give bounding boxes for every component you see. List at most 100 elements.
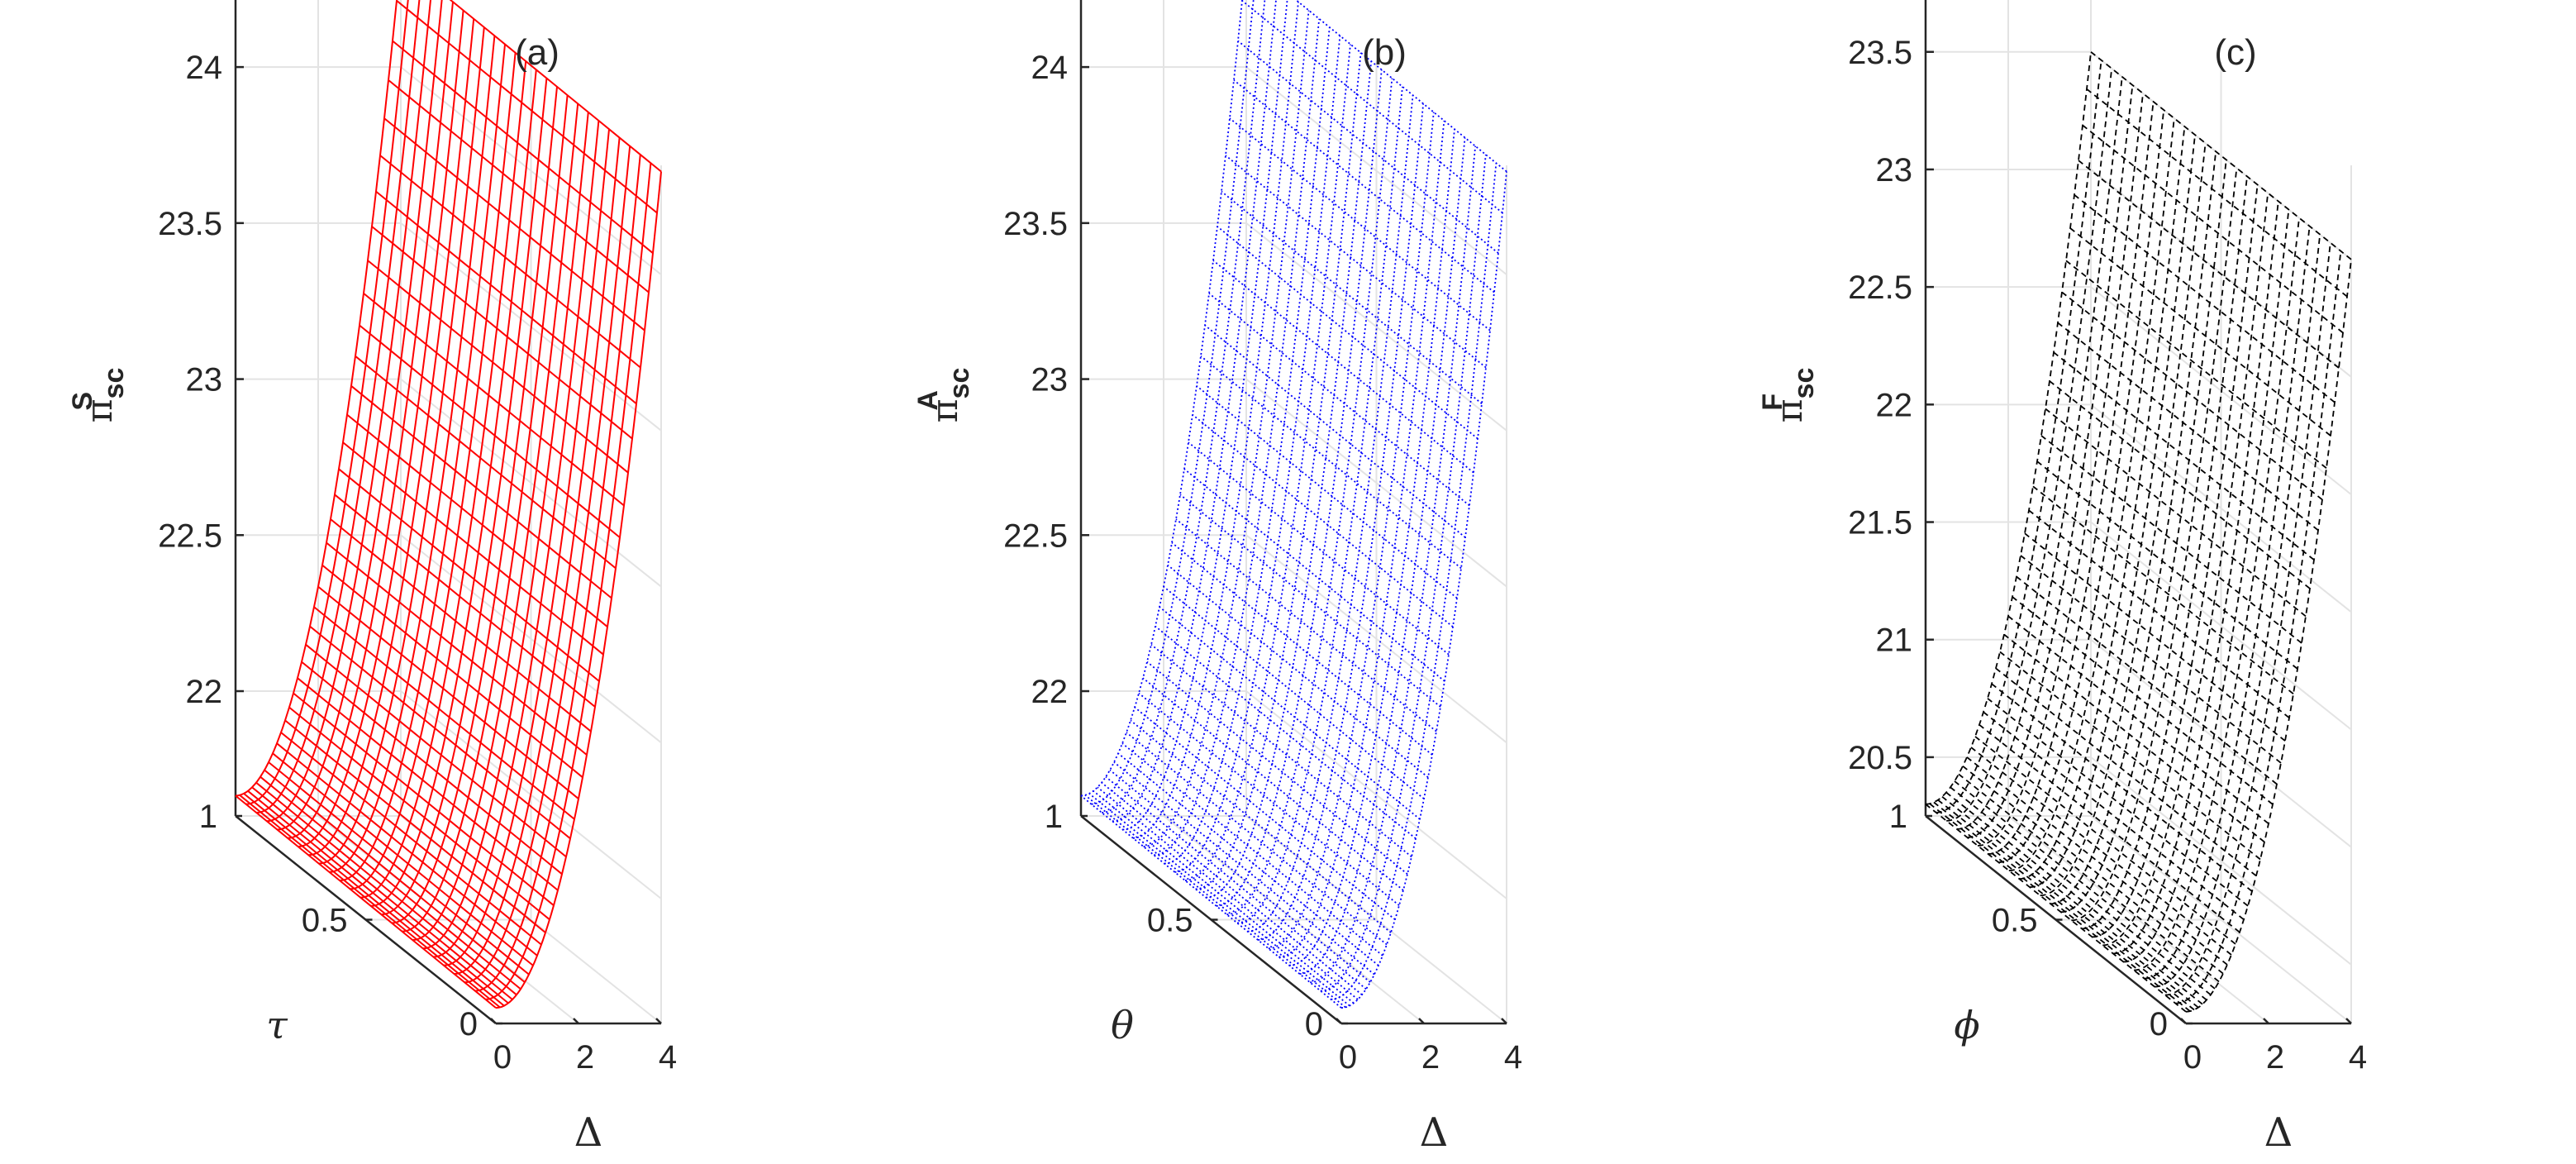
mesh-line-param xyxy=(346,413,608,627)
mesh-line-param xyxy=(268,761,530,976)
mesh-line-delta xyxy=(2071,168,2238,922)
x-tick-label: 2 xyxy=(576,1039,594,1076)
mesh-line-param xyxy=(1134,706,1396,920)
mesh-line-param xyxy=(1933,801,2195,1011)
x-tick-label: 4 xyxy=(2349,1039,2367,1076)
x-axis-label: Δ xyxy=(1420,1109,1449,1156)
mesh-line-param xyxy=(1167,564,1429,778)
z-tick-label: 23.5 xyxy=(1003,206,1068,242)
mesh-line-param xyxy=(247,790,509,1004)
mesh-line-delta xyxy=(1091,0,1255,805)
mesh-line-param xyxy=(305,643,567,858)
z-tick-label: 22.5 xyxy=(1848,270,1912,306)
z-label-sub: sc xyxy=(98,368,130,399)
z-axis-label: πscF xyxy=(1757,368,1820,423)
mesh-line-param xyxy=(2049,380,2311,589)
z-tick-label: 24 xyxy=(186,50,223,86)
mesh-line-param xyxy=(1212,260,1474,474)
chart-panel-3: 0 2 4 0 0.5 1 20.5 21 21.5 22 22.5 23 23.5 (c) πscF Δϕ xyxy=(1757,0,2367,1156)
mesh-line-delta xyxy=(1143,10,1310,847)
x-tick-mark xyxy=(573,1018,579,1024)
mesh-line-param xyxy=(1093,790,1355,1004)
y-tick-label: 1 xyxy=(1045,799,1063,835)
mesh-line-param xyxy=(334,494,596,708)
mesh-line-delta xyxy=(1184,44,1351,881)
x-tick-label: 0 xyxy=(493,1039,512,1076)
y-tick-label: 0.5 xyxy=(1992,903,2038,939)
x-tick-mark xyxy=(2180,1018,2187,1024)
mesh-line-param xyxy=(317,585,579,799)
z-tick-label: 23 xyxy=(1031,362,1069,398)
z-tick-label: 23.5 xyxy=(1848,35,1912,71)
mesh-line-param xyxy=(371,226,633,440)
mesh-line-delta xyxy=(1102,0,1266,813)
mesh-line-delta xyxy=(2102,193,2269,947)
y-axis-label: ϕ xyxy=(1954,1003,1979,1047)
mesh-line-param xyxy=(383,117,645,332)
mesh-line-param xyxy=(1962,765,2224,975)
mesh-line-param xyxy=(338,468,600,682)
x-tick-mark xyxy=(1501,1018,1507,1024)
x-tick-mark xyxy=(490,1018,497,1024)
mesh-line-param xyxy=(2053,351,2315,561)
mesh-line-param xyxy=(2045,408,2307,618)
z-tick-label: 23 xyxy=(186,362,223,398)
mesh-line-param xyxy=(1200,355,1462,570)
mesh-line-param xyxy=(367,260,629,474)
mesh-line-param xyxy=(396,0,658,214)
z-label-base: π xyxy=(924,398,966,422)
mesh-line-delta xyxy=(1278,120,1445,958)
mesh-line-param xyxy=(2086,88,2348,298)
y-tick-label: 0 xyxy=(1305,1006,1323,1042)
mesh-line-param xyxy=(309,625,571,840)
mesh-line-param xyxy=(342,441,604,656)
z-tick-label: 20.5 xyxy=(1848,740,1912,776)
x-axis-label: Δ xyxy=(574,1109,603,1156)
mesh-line-param xyxy=(1196,385,1458,599)
mesh-line-param xyxy=(284,719,546,933)
y-tick-label: 0.5 xyxy=(1147,903,1193,939)
z-tick-label: 22 xyxy=(1876,387,1913,423)
axes xyxy=(1924,0,2352,1025)
z-label-sub: sc xyxy=(1788,368,1820,399)
mesh-line-param xyxy=(350,385,612,599)
z-tick-label: 22 xyxy=(186,674,223,710)
mesh-line-param xyxy=(1225,155,1487,369)
z-tick-label: 22.5 xyxy=(1003,518,1068,554)
y-axis-label: θ xyxy=(1111,1003,1134,1047)
y-tick-label: 0 xyxy=(2150,1006,2168,1042)
mesh-line-param xyxy=(1088,793,1350,1007)
y-tick-label: 0 xyxy=(459,1006,478,1042)
mesh-line-param xyxy=(1958,773,2220,983)
z-label-sub: sc xyxy=(944,368,975,399)
mesh-line-param xyxy=(379,155,641,369)
chart-title: (a) xyxy=(515,32,559,73)
mesh-line-param xyxy=(276,742,538,956)
x-tick-label: 2 xyxy=(2266,1039,2284,1076)
mesh-line-param xyxy=(301,661,563,875)
mesh-line-param xyxy=(2057,322,2319,532)
mesh-line-delta xyxy=(1310,146,1477,984)
mesh-line-param xyxy=(2028,509,2290,719)
z-tick-label: 22.5 xyxy=(158,518,222,554)
mesh-line-param xyxy=(321,564,583,779)
mesh-line-delta xyxy=(1236,86,1403,924)
mesh-line-param xyxy=(1950,786,2212,996)
mesh-line-delta xyxy=(2008,118,2175,871)
mesh-line-param xyxy=(260,775,521,990)
mesh-line-delta xyxy=(1112,0,1277,823)
y-axis-label: τ xyxy=(266,1003,288,1047)
mesh-line-param xyxy=(293,692,555,906)
mesh-line-delta xyxy=(1195,52,1362,890)
x-tick-mark xyxy=(655,1018,662,1024)
mesh-line-param xyxy=(2007,615,2269,825)
mesh-line-param xyxy=(272,752,534,966)
mesh-line-param xyxy=(1188,441,1450,656)
z-tick-label: 24 xyxy=(1031,50,1069,86)
mesh-line-param xyxy=(2082,124,2344,334)
mesh-line-param xyxy=(1101,782,1363,995)
mesh-line-param xyxy=(2040,435,2302,644)
surface-mesh xyxy=(1080,0,1507,1009)
mesh-line-param xyxy=(1945,791,2207,1001)
z-label-sup: S xyxy=(67,392,98,411)
